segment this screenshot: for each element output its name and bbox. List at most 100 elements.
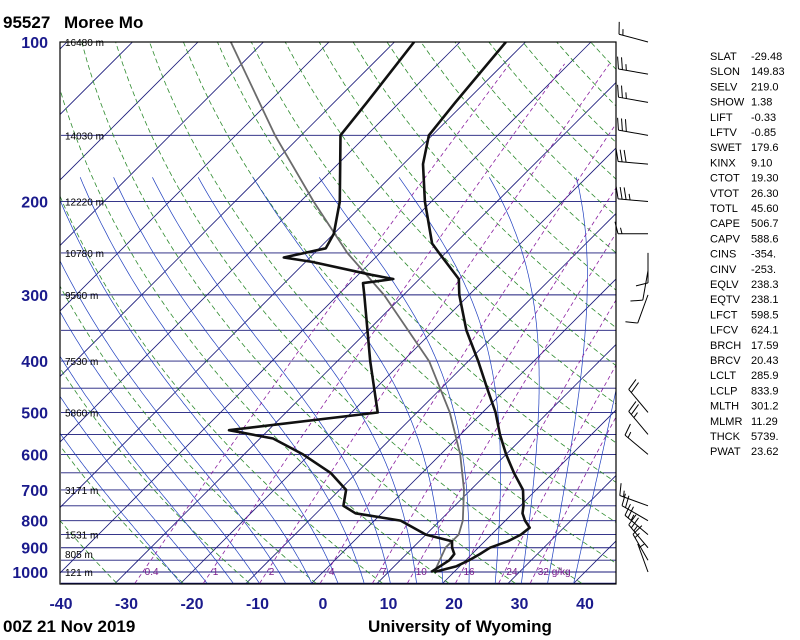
temperature-tick-label: -30 — [115, 596, 138, 613]
wind-barb — [628, 379, 649, 413]
index-value: 11.29 — [751, 416, 778, 428]
index-value: 833.9 — [751, 385, 779, 397]
isotherm-line — [60, 42, 68, 50]
isotherm-line — [179, 147, 616, 584]
index-value: 598.5 — [751, 309, 779, 321]
dry-adiabat — [420, 42, 616, 254]
dry-adiabat — [318, 42, 616, 367]
index-name: LFTV — [710, 127, 738, 139]
dry-adiabat — [217, 42, 616, 483]
wind-barb — [617, 117, 649, 136]
wind-barb — [635, 252, 649, 287]
isotherm-line — [310, 278, 616, 584]
parcel-line — [229, 42, 465, 573]
moist-adiabat — [573, 388, 616, 584]
index-name: MLTH — [710, 401, 739, 413]
temperature-tick-label: 10 — [380, 596, 398, 613]
index-value: 19.30 — [751, 173, 779, 185]
pressure-tick-label: 1000 — [12, 565, 48, 582]
isotherm-line — [60, 42, 264, 247]
mixing-ratio-label: 16 — [463, 567, 475, 578]
index-name: CINS — [710, 249, 736, 261]
index-name: EQTV — [710, 294, 741, 306]
index-value: -0.85 — [751, 127, 776, 139]
isotherm-line — [60, 42, 461, 443]
isotherm-line — [60, 42, 395, 378]
wind-barbs — [614, 21, 649, 573]
index-name: EQLV — [710, 279, 739, 291]
height-label: 5860 m — [65, 408, 98, 419]
dry-adiabat — [149, 42, 616, 564]
index-value: 588.6 — [751, 233, 779, 245]
pressure-tick-label: 100 — [21, 35, 48, 52]
mixing-ratio-label: 10 — [416, 567, 428, 578]
profile-lines — [227, 42, 531, 574]
temperature-tick-label: 20 — [445, 596, 463, 613]
dry-adiabat — [60, 285, 317, 584]
index-name: SLAT — [710, 51, 737, 63]
height-label: 121 m — [65, 568, 93, 579]
index-name: SLON — [710, 66, 740, 78]
wind-barb — [630, 270, 649, 302]
dry-adiabat — [81, 42, 516, 584]
isotherm-line — [507, 474, 616, 584]
wind-barb — [624, 423, 649, 455]
index-name: SWET — [710, 142, 742, 154]
index-value: 17.59 — [751, 340, 779, 352]
height-label: 1531 m — [65, 531, 98, 542]
mixing-ratio-label: 4 — [329, 567, 335, 578]
index-name: CAPV — [710, 233, 741, 245]
index-name: CINV — [710, 264, 737, 276]
isotherm-line — [245, 212, 616, 584]
moist-adiabat — [318, 177, 470, 584]
height-label: 16480 m — [65, 38, 104, 49]
dry-adiabat — [60, 444, 184, 584]
temperature-tick-label: -10 — [246, 596, 269, 613]
footer-credit: University of Wyoming — [368, 617, 552, 636]
wind-barb — [632, 525, 649, 561]
index-name: CAPE — [710, 218, 740, 230]
index-name: SELV — [710, 81, 738, 93]
pressure-tick-label: 400 — [21, 354, 48, 371]
index-name: MLMR — [710, 416, 742, 428]
mixing-ratio-line — [498, 364, 616, 584]
height-label: 3171 m — [65, 486, 98, 497]
moist-adiabat — [547, 177, 588, 584]
isotherm-line — [114, 81, 616, 584]
index-name: BRCH — [710, 340, 741, 352]
index-value: 301.2 — [751, 401, 779, 413]
index-value: 9.10 — [751, 157, 772, 169]
temperature-tick-label: 30 — [511, 596, 529, 613]
index-name: BRCV — [710, 355, 741, 367]
isotherm-line — [60, 42, 330, 312]
wind-barb — [628, 514, 649, 549]
height-label: 10780 m — [65, 249, 104, 260]
moist-adiabat — [60, 432, 182, 584]
isotherm-line — [60, 42, 199, 181]
height-label: 14030 m — [65, 131, 104, 142]
index-value: -354. — [751, 249, 776, 261]
pressure-tick-label: 600 — [21, 447, 48, 464]
index-value: 23.62 — [751, 446, 779, 458]
height-label: 9560 m — [65, 291, 98, 302]
wind-barb — [624, 503, 649, 535]
index-value: 45.60 — [751, 203, 779, 215]
moist-adiabat — [197, 177, 417, 584]
index-value: 149.83 — [751, 66, 785, 78]
mixing-ratio-line — [407, 232, 616, 584]
moist-adiabat — [152, 177, 391, 584]
station-id: 95527 — [3, 13, 50, 32]
index-value: 219.0 — [751, 81, 779, 93]
mixing-ratio-label: 7 — [381, 567, 387, 578]
pressure-tick-label: 500 — [21, 405, 48, 422]
dry-adiabat — [115, 42, 582, 584]
index-name: TOTL — [710, 203, 738, 215]
index-value: 5739. — [751, 431, 779, 443]
mixing-ratio-line — [259, 63, 610, 584]
dewpoint-line — [227, 42, 456, 574]
index-value: -29.48 — [751, 51, 782, 63]
pressure-tick-label: 800 — [21, 514, 48, 531]
index-value: 238.3 — [751, 279, 779, 291]
index-name: LFCT — [710, 309, 738, 321]
